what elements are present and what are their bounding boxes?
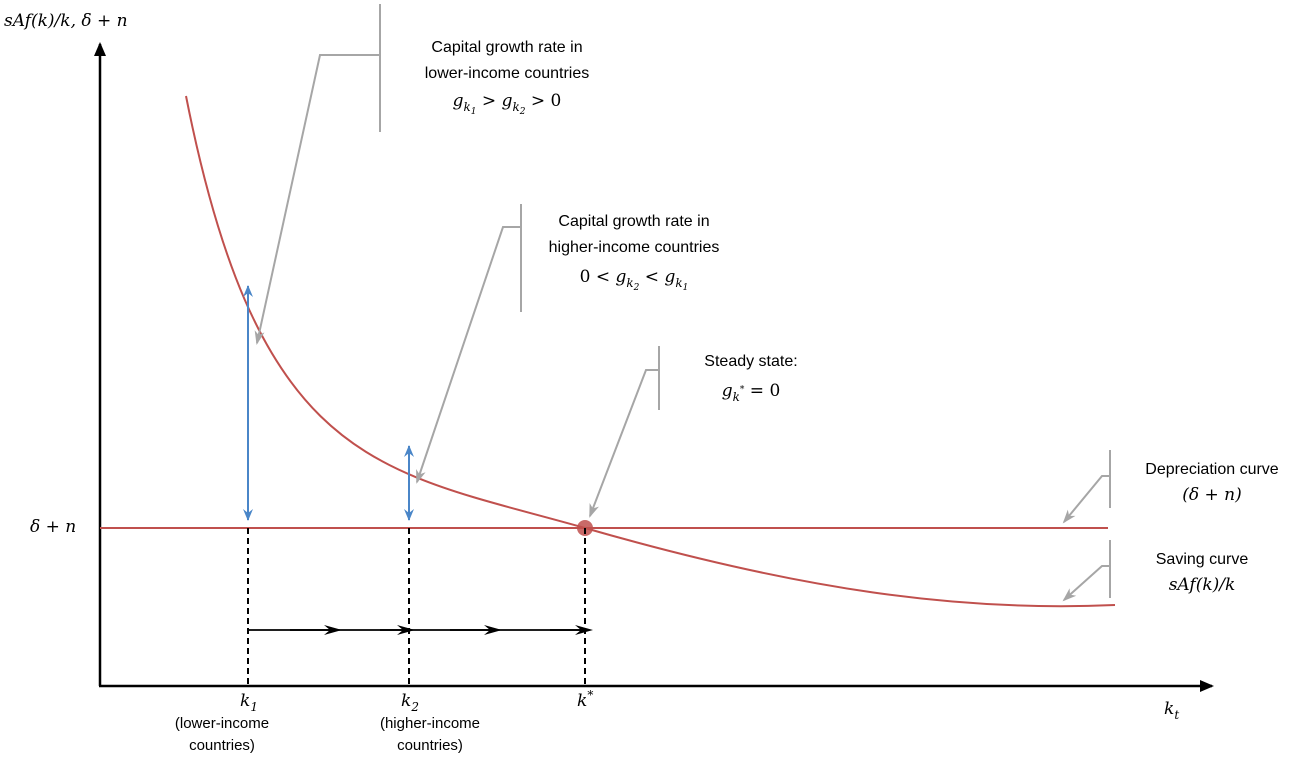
tick-k1: k1 (lower-income countries) <box>175 691 269 754</box>
callout-higher-income: Capital growth rate in higher-income cou… <box>416 204 720 484</box>
svg-text:Capital growth rate in: Capital growth rate in <box>558 213 709 230</box>
svg-text:k2: k2 <box>401 691 419 714</box>
svg-text:gk1 > gk2 > 0: gk1 > gk2 > 0 <box>453 91 562 117</box>
svg-text:0 < gk2 < gk1: 0 < gk2 < gk1 <box>580 267 689 293</box>
svg-text:Saving curve: Saving curve <box>1156 551 1249 568</box>
callout-lower-income: Capital growth rate in lower-income coun… <box>254 4 590 345</box>
callout-depreciation: Depreciation curve (δ + n) <box>1062 450 1279 524</box>
callout-saving: Saving curve sAf(k)/k <box>1062 540 1249 602</box>
svg-text:gk* = 0: gk* = 0 <box>722 381 781 404</box>
svg-text:countries): countries) <box>397 737 463 754</box>
svg-text:(lower-income: (lower-income <box>175 715 269 732</box>
svg-text:(δ + n): (δ + n) <box>1182 485 1242 505</box>
svg-text:(higher-income: (higher-income <box>380 715 480 732</box>
level-label: δ + n <box>30 517 76 537</box>
tick-k2: k2 (higher-income countries) <box>380 691 480 754</box>
svg-text:higher-income countries: higher-income countries <box>549 239 720 256</box>
svg-text:sAf(k)/k: sAf(k)/k <box>1169 575 1236 595</box>
svg-text:lower-income countries: lower-income countries <box>425 65 590 82</box>
svg-text:k1: k1 <box>240 691 258 714</box>
saving-curve <box>185 95 1116 608</box>
svg-text:Depreciation curve: Depreciation curve <box>1145 461 1279 478</box>
x-axis-label: kt <box>1164 699 1179 722</box>
svg-text:Steady state:: Steady state: <box>704 353 797 370</box>
svg-text:Capital growth rate in: Capital growth rate in <box>431 39 582 56</box>
svg-text:k*: k* <box>577 688 593 711</box>
callout-steady-state: Steady state: gk* = 0 <box>589 346 798 518</box>
svg-text:countries): countries) <box>189 737 255 754</box>
y-axis-label: sAf(k)/k, δ + n <box>4 11 128 31</box>
tick-kstar: k* <box>577 688 593 711</box>
